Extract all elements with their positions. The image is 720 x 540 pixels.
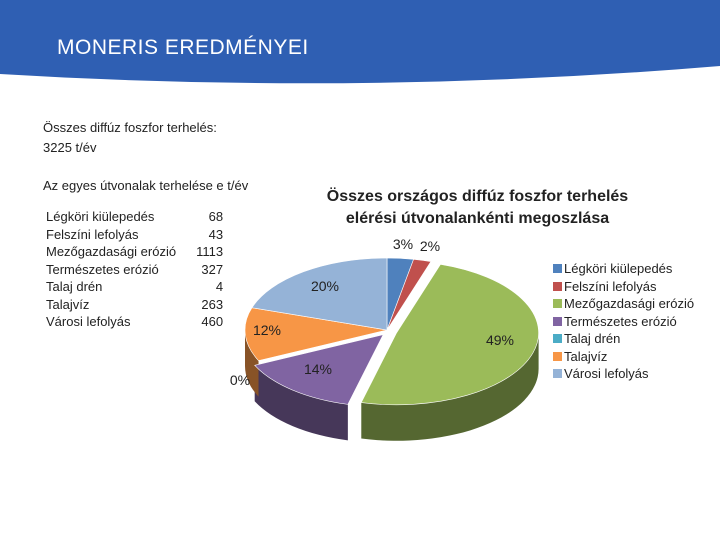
table-row: Talaj drén 4: [46, 278, 223, 296]
routes-heading: Az egyes útvonalak terhelése e t/év: [43, 178, 249, 193]
route-name: Talaj drén: [46, 279, 103, 294]
legend-label: Természetes erózió: [564, 313, 677, 329]
legend-label: Talaj drén: [564, 331, 621, 346]
legend-item: Felszíni lefolyás: [553, 278, 694, 296]
legend-item: Légköri kiülepedés: [553, 260, 694, 278]
legend-item: Talajvíz: [553, 348, 694, 366]
pie-data-label: 20%: [311, 278, 339, 294]
legend-label: Mezőgazdasági erózió: [564, 296, 695, 311]
table-row: Felszíni lefolyás 43: [46, 226, 223, 244]
slide-title: MONERIS EREDMÉNYEI: [57, 36, 309, 59]
header-banner: [0, 0, 720, 84]
legend-swatch: [553, 264, 562, 274]
routes-table: Légköri kiülepedés 68 Felszíni lefolyás 43…: [46, 208, 223, 331]
legend-swatch: [553, 281, 562, 291]
route-value: 68: [208, 209, 224, 224]
summary-label: Összes diffúz foszfor terhelés:: [43, 120, 217, 135]
legend-swatch: [553, 369, 562, 379]
pie-slice: [244, 307, 388, 361]
pie-slice: [251, 257, 388, 331]
legend-item: Városi lefolyás: [553, 365, 694, 383]
table-row: Talajvíz 263: [46, 296, 223, 314]
route-value: 1113: [196, 244, 224, 259]
pie-data-label: 49%: [486, 332, 514, 348]
table-row: Természetes erózió 327: [46, 261, 223, 279]
pie-slice-side: [254, 365, 348, 441]
route-name: Légköri kiülepedés: [46, 209, 155, 224]
chart-title-line1: Összes országos diffúz foszfor terhelés: [326, 188, 629, 205]
legend-label: Városi lefolyás: [564, 366, 649, 381]
legend-swatch: [553, 351, 562, 361]
slide-header: MONERIS EREDMÉNYEI: [0, 0, 720, 88]
route-value: 263: [201, 296, 224, 312]
route-name: Talajvíz: [46, 296, 90, 312]
pie-data-label: 14%: [304, 361, 332, 377]
route-value: 4: [215, 279, 224, 294]
table-row: Légköri kiülepedés 68: [46, 208, 223, 226]
route-value: 43: [208, 226, 224, 242]
pie-slice: [360, 263, 539, 406]
table-row: Mezőgazdasági erózió 1113: [46, 243, 223, 261]
legend-item: Mezőgazdasági erózió: [553, 295, 694, 313]
pie-data-label: 12%: [253, 322, 281, 338]
table-row: Városi lefolyás 460: [46, 313, 223, 331]
chart-legend: Légköri kiülepedés Felszíni lefolyás Mez…: [553, 260, 694, 383]
route-name: Természetes erózió: [46, 261, 159, 277]
legend-swatch: [553, 334, 562, 344]
route-name: Mezőgazdasági erózió: [46, 244, 177, 259]
pie-slice-side: [361, 332, 539, 441]
route-value: 460: [201, 314, 224, 329]
summary-block: Összes diffúz foszfor terhelés: 3225 t/é…: [43, 118, 217, 158]
legend-item: Talaj drén: [553, 330, 694, 348]
pie-slice: [254, 334, 384, 405]
pie-slice-side: [245, 330, 259, 397]
pie-slice: [386, 258, 432, 331]
chart-title-line2: elérési útvonalankénti megoszlása: [345, 210, 610, 227]
route-name: Felszíni lefolyás: [46, 226, 139, 242]
legend-label: Légköri kiülepedés: [564, 261, 673, 276]
pie-data-label: 2%: [420, 238, 440, 254]
legend-item: Természetes erózió: [553, 313, 694, 331]
legend-label: Felszíni lefolyás: [564, 278, 657, 294]
legend-swatch: [553, 299, 562, 309]
legend-label: Talajvíz: [564, 348, 608, 364]
chart-title: Összes országos diffúz foszfor terhelés …: [285, 186, 670, 230]
route-name: Városi lefolyás: [46, 314, 131, 329]
route-value: 327: [201, 261, 224, 277]
summary-value: 3225 t/év: [43, 140, 97, 155]
pie-data-label: 0%: [230, 372, 250, 388]
legend-swatch: [553, 316, 562, 326]
pie-data-label: 3%: [393, 236, 413, 252]
